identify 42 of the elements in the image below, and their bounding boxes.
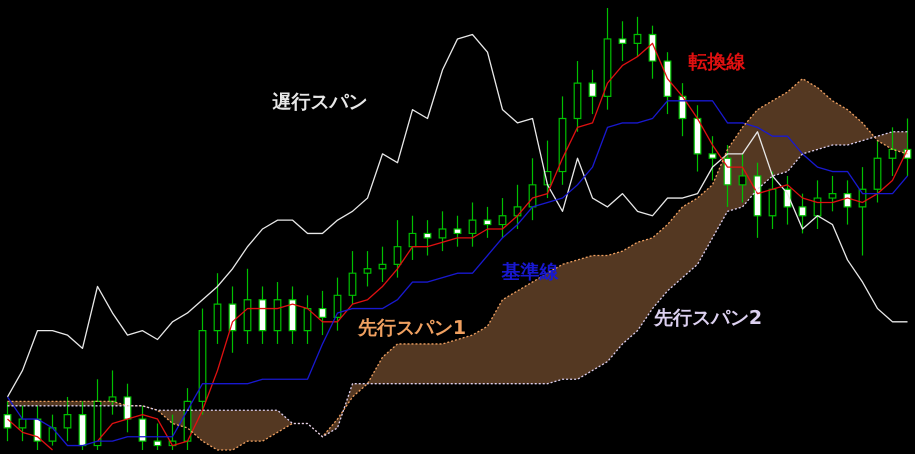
candlestick [708,136,716,181]
candlestick [304,294,312,345]
candlestick [514,184,522,230]
candlestick [424,220,432,256]
series-label: 先行スパン1 [356,317,466,339]
candlestick [498,197,506,238]
candlestick [484,206,492,238]
candlestick [18,405,26,442]
candlestick [48,414,56,446]
candlestick [124,383,132,433]
candlestick [828,175,836,212]
candlestick [364,250,372,288]
candlestick [438,210,446,252]
candlestick [64,396,72,442]
candlestick [844,180,852,226]
candlestick [618,20,626,62]
candlestick [588,69,596,115]
candlestick [454,215,462,248]
candlestick [34,405,42,451]
candlestick [738,153,746,204]
candlestick [378,246,386,283]
candlestick [528,158,536,221]
series-label: 基準線 [500,261,560,283]
candlestick [318,290,326,336]
candlestick [394,220,402,278]
candlestick [154,422,162,451]
candlestick [4,400,12,442]
candlestick [814,180,822,230]
candlestick [108,370,116,416]
candlestick [348,250,356,305]
candlestick [678,82,686,137]
candlestick [138,405,146,451]
candlestick [798,193,806,234]
series-label: 転換線 [688,51,746,73]
candlestick [408,215,416,261]
candlestick [888,126,896,177]
candlestick [784,175,792,226]
series-label: 先行スパン2 [652,307,762,329]
candlestick [468,202,476,248]
text: 遅行スパン [272,91,368,113]
candlestick [634,16,642,58]
candlestick [334,277,342,332]
